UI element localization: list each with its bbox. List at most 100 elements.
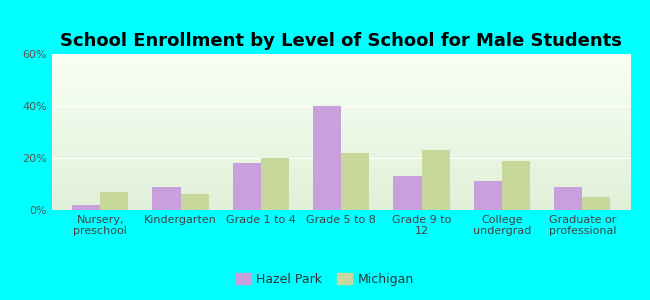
Bar: [52, 130, 630, 132]
Bar: [52, 138, 630, 140]
Bar: [52, 124, 630, 126]
Bar: [52, 116, 630, 118]
Bar: [52, 176, 630, 177]
Bar: [52, 80, 630, 82]
Bar: [52, 149, 630, 151]
Bar: [52, 104, 630, 106]
Bar: [502, 160, 530, 210]
Bar: [52, 74, 630, 76]
Bar: [52, 185, 630, 187]
Bar: [52, 154, 630, 155]
Legend: Hazel Park, Michigan: Hazel Park, Michigan: [231, 268, 419, 291]
Bar: [52, 115, 630, 116]
Bar: [52, 67, 630, 68]
Bar: [52, 106, 630, 107]
Bar: [52, 121, 630, 123]
Bar: [52, 113, 630, 115]
Bar: [72, 205, 100, 210]
Bar: [52, 182, 630, 184]
Bar: [52, 57, 630, 59]
Bar: [52, 207, 630, 208]
Bar: [52, 145, 630, 146]
Bar: [52, 59, 630, 60]
Bar: [52, 169, 630, 171]
Bar: [52, 151, 630, 152]
Bar: [52, 63, 630, 65]
Bar: [52, 101, 630, 102]
Bar: [52, 132, 630, 134]
Bar: [52, 54, 630, 56]
Bar: [52, 84, 630, 85]
Bar: [52, 202, 630, 204]
Bar: [52, 109, 630, 110]
Title: School Enrollment by Level of School for Male Students: School Enrollment by Level of School for…: [60, 32, 622, 50]
Bar: [52, 135, 630, 137]
Bar: [153, 187, 181, 210]
Bar: [52, 110, 630, 112]
Bar: [52, 98, 630, 99]
Bar: [233, 163, 261, 210]
Bar: [52, 160, 630, 162]
Bar: [52, 56, 630, 57]
Bar: [52, 205, 630, 207]
Bar: [52, 171, 630, 172]
Bar: [52, 73, 630, 74]
Bar: [181, 194, 209, 210]
Bar: [52, 99, 630, 101]
Bar: [52, 129, 630, 130]
Bar: [52, 71, 630, 73]
Bar: [393, 176, 422, 210]
Bar: [52, 177, 630, 179]
Bar: [52, 187, 630, 188]
Bar: [52, 87, 630, 88]
Bar: [52, 77, 630, 79]
Bar: [52, 92, 630, 93]
Bar: [52, 79, 630, 80]
Bar: [52, 93, 630, 94]
Bar: [52, 157, 630, 158]
Bar: [52, 179, 630, 180]
Bar: [52, 172, 630, 174]
Bar: [52, 68, 630, 70]
Bar: [52, 112, 630, 113]
Bar: [52, 70, 630, 71]
Bar: [52, 134, 630, 135]
Bar: [52, 162, 630, 163]
Bar: [52, 158, 630, 160]
Bar: [52, 188, 630, 190]
Bar: [52, 168, 630, 170]
Bar: [52, 146, 630, 148]
Bar: [52, 208, 630, 210]
Bar: [261, 158, 289, 210]
Bar: [341, 153, 369, 210]
Bar: [100, 192, 128, 210]
Bar: [52, 193, 630, 194]
Bar: [52, 82, 630, 84]
Bar: [52, 148, 630, 149]
Bar: [52, 143, 630, 145]
Bar: [52, 119, 630, 121]
Bar: [52, 118, 630, 119]
Bar: [52, 155, 630, 157]
Bar: [52, 174, 630, 176]
Bar: [52, 165, 630, 166]
Bar: [52, 137, 630, 138]
Bar: [52, 197, 630, 199]
Bar: [582, 197, 610, 210]
Bar: [554, 187, 582, 210]
Bar: [52, 204, 630, 205]
Bar: [52, 94, 630, 96]
Bar: [52, 85, 630, 87]
Bar: [52, 196, 630, 197]
Bar: [422, 150, 450, 210]
Bar: [52, 194, 630, 196]
Bar: [52, 76, 630, 77]
Bar: [52, 141, 630, 143]
Bar: [52, 96, 630, 98]
Bar: [52, 140, 630, 141]
Bar: [52, 152, 630, 154]
Bar: [52, 163, 630, 165]
Bar: [52, 190, 630, 191]
Bar: [474, 182, 502, 210]
Bar: [52, 88, 630, 90]
